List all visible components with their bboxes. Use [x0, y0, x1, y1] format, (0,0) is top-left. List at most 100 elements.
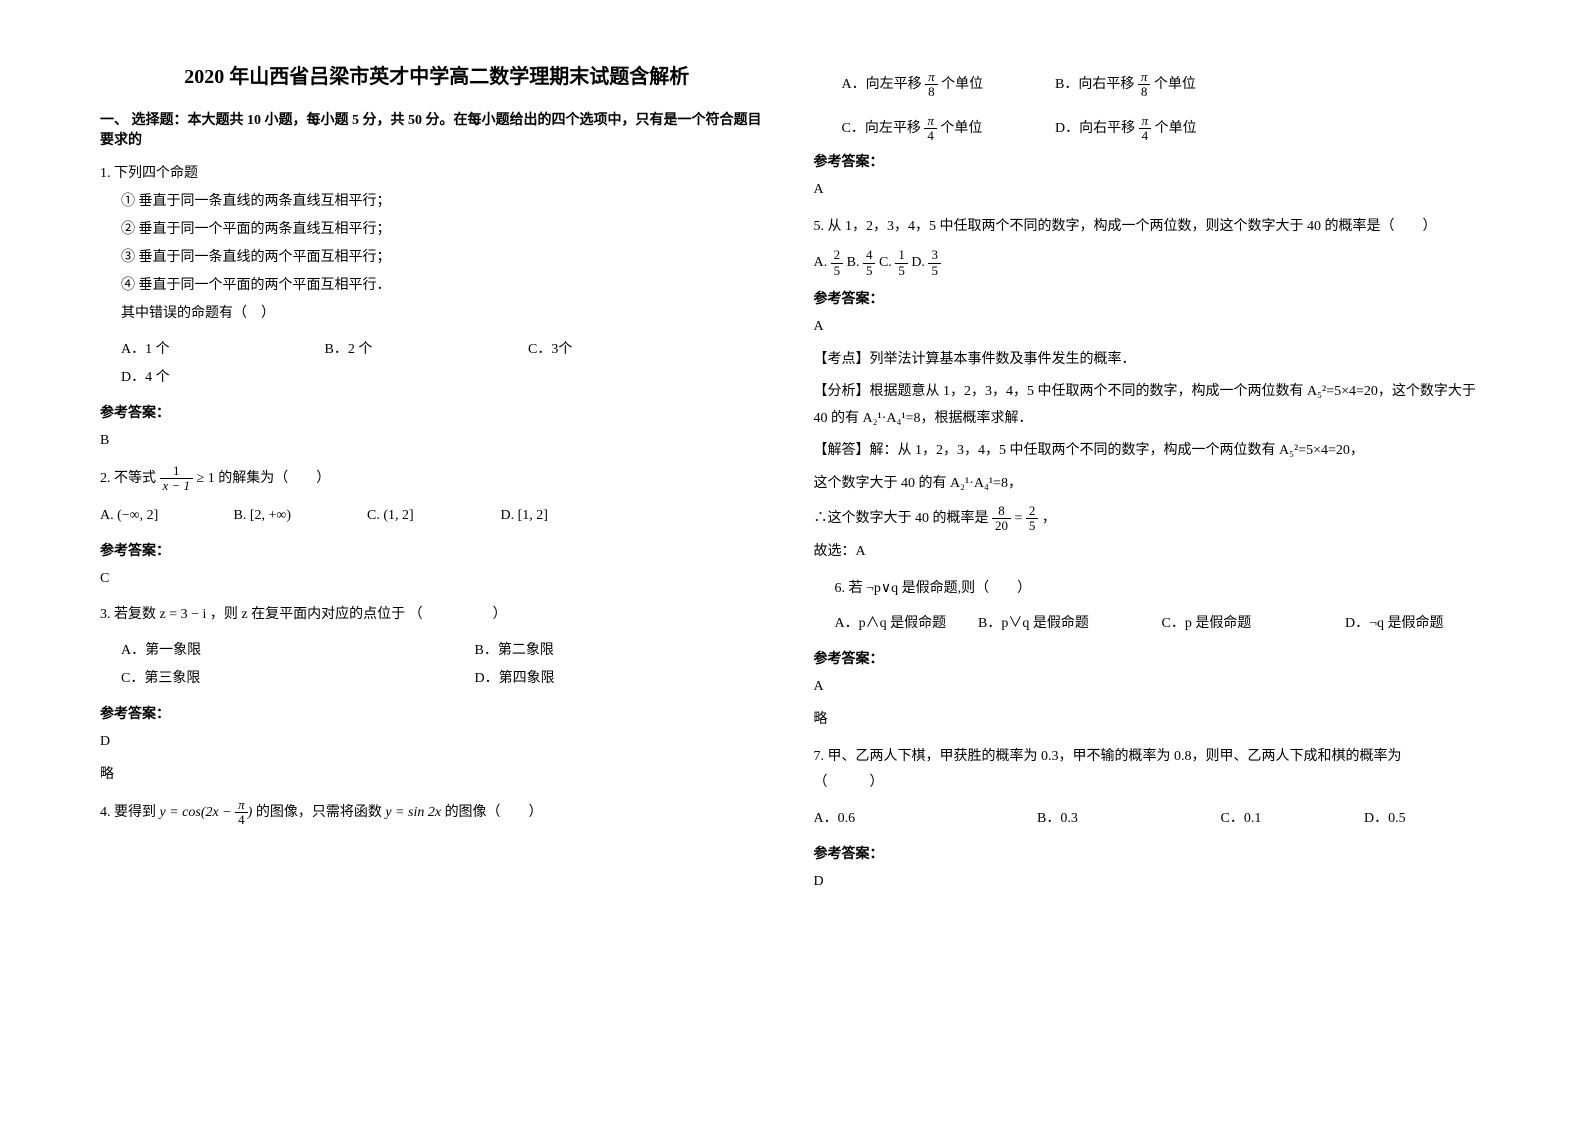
question-3: 3. 若复数 z = 3 − i ，则 z 在复平面内对应的点位于 （ ） A．…	[100, 602, 774, 693]
q2-optB: B. [2, +∞)	[234, 502, 364, 530]
q2-answer: C	[100, 566, 774, 593]
q5-optA-num: 2	[831, 248, 844, 263]
q5-answer-label: 参考答案：	[814, 288, 1488, 308]
q2-options: A. (−∞, 2] B. [2, +∞) C. (1, 2] D. [1, 2…	[100, 502, 774, 530]
q5-optB-den: 5	[863, 264, 876, 278]
q3-optA: A．第一象限	[121, 637, 471, 665]
q5-jieda3-post: ，	[1042, 511, 1056, 526]
q4-frac: π4	[235, 798, 248, 828]
q4-optA-frac: π8	[925, 70, 938, 100]
q7-answer: D	[814, 869, 1488, 896]
q4-optB-den: 8	[1138, 85, 1151, 99]
q5-jieda2-expr: A₂¹·A₄¹	[950, 476, 993, 491]
q2-optD: D. [1, 2]	[501, 502, 548, 530]
q4-optD-num: π	[1139, 114, 1152, 129]
q1-answer: B	[100, 428, 774, 455]
q7-optA: A．0.6	[814, 805, 1034, 833]
q4-stem-mid: 的图像，只需将函数	[256, 805, 386, 820]
q2-optA: A. (−∞, 2]	[100, 502, 230, 530]
q2-frac-den: x − 1	[160, 479, 194, 493]
q5-jieda3-den: 20	[992, 519, 1011, 533]
q6-note: 略	[814, 707, 1488, 734]
q4-answer: A	[814, 177, 1488, 204]
question-6: 6. 若 ¬p∨q 是假命题,则（ ） A．p∧q 是假命题 B．p∨q 是假命…	[835, 576, 1488, 639]
q5-optA-den: 5	[831, 264, 844, 278]
q1-optA: A．1 个	[121, 336, 321, 364]
q5-jieda3-num: 8	[992, 504, 1011, 519]
q1-options: A．1 个 B．2 个 C．3个 D．4 个	[121, 336, 774, 392]
q4-frac-num: π	[235, 798, 248, 813]
q1-optD: D．4 个	[121, 364, 321, 392]
q4-optC-den: 4	[924, 129, 937, 143]
q4-optA-num: π	[925, 70, 938, 85]
q3-optC: C．第三象限	[121, 665, 471, 693]
q4-optC-frac: π4	[924, 114, 937, 144]
page-title: 2020 年山西省吕梁市英才中学高二数学理期末试题含解析	[100, 60, 774, 89]
q5-fenxi-expr2: A₂¹·A₄¹	[863, 411, 906, 426]
q6-optA: A．p∧q 是假命题	[835, 610, 975, 638]
q4-formula: y = cos(2x −	[160, 805, 236, 820]
q5-optB-frac: 45	[863, 248, 876, 278]
q4-optA-post: 个单位	[941, 77, 983, 92]
q5-fenxi: 【分析】根据题意从 1，2，3，4，5 中任取两个不同的数字，构成一个两位数有 …	[814, 379, 1488, 432]
question-4-stem: 4. 要得到 y = cos(2x − π4) 的图像，只需将函数 y = si…	[100, 798, 774, 828]
q3-optB: B．第二象限	[475, 643, 554, 658]
q5-optB-pre: B.	[847, 255, 863, 270]
q6-optC: C．p 是假命题	[1162, 610, 1342, 638]
question-7: 7. 甲、乙两人下棋，甲获胜的概率为 0.3，甲不输的概率为 0.8，则甲、乙两…	[814, 744, 1488, 833]
q4-frac-den: 4	[235, 813, 248, 827]
q5-jieda3: ∴这个数字大于 40 的概率是 820 = 25 ，	[814, 504, 1488, 534]
q2-frac-num: 1	[160, 464, 194, 479]
q5-optD-frac: 35	[928, 248, 941, 278]
q5-stem: 5. 从 1，2，3，4，5 中任取两个不同的数字，构成一个两位数，则这个数字大…	[814, 214, 1488, 241]
q6-optB: B．p∨q 是假命题	[978, 610, 1158, 638]
q1-stem: 1. 下列四个命题	[100, 161, 774, 188]
q5-jieda4: 故选：A	[814, 539, 1488, 566]
q5-options: A. 25 B. 45 C. 15 D. 35	[814, 248, 1488, 278]
q5-jieda3-den2: 5	[1026, 519, 1039, 533]
q5-jieda3-num2: 2	[1026, 504, 1039, 519]
q4-optD-post: 个单位	[1155, 121, 1197, 136]
q5-optD-pre: D.	[911, 255, 928, 270]
q5-optC-num: 1	[895, 248, 908, 263]
q4-stem-pre: 4. 要得到	[100, 805, 160, 820]
q4-optD-den: 4	[1139, 129, 1152, 143]
q4-answer-label: 参考答案：	[814, 151, 1488, 171]
q4-optB-num: π	[1138, 70, 1151, 85]
q1-answer-label: 参考答案：	[100, 402, 774, 422]
q1-prompt: 其中错误的命题有（ ）	[121, 300, 774, 328]
q2-stem-pre: 2. 不等式	[100, 471, 160, 486]
q4-optB-frac: π8	[1138, 70, 1151, 100]
q5-jieda3-pre: ∴这个数字大于 40 的概率是	[814, 511, 993, 526]
question-2: 2. 不等式 1 x − 1 ≥ 1 的解集为（ ） A. (−∞, 2] B.…	[100, 464, 774, 530]
q5-optD-num: 3	[928, 248, 941, 263]
q5-optB-num: 4	[863, 248, 876, 263]
q5-jieda2-pre: 这个数字大于 40 的有	[814, 476, 951, 491]
q4-optC-num: π	[924, 114, 937, 129]
q1-item1: ① 垂直于同一条直线的两条直线互相平行；	[121, 188, 774, 216]
q5-jieda2-post: =8，	[993, 476, 1022, 491]
q6-answer: A	[814, 674, 1488, 701]
q5-jieda2: 这个数字大于 40 的有 A₂¹·A₄¹=8，	[814, 471, 1488, 498]
q6-answer-label: 参考答案：	[814, 648, 1488, 668]
q5-answer: A	[814, 314, 1488, 341]
q7-stem: 7. 甲、乙两人下棋，甲获胜的概率为 0.3，甲不输的概率为 0.8，则甲、乙两…	[814, 744, 1488, 797]
q4-optB-post: 个单位	[1154, 77, 1196, 92]
q3-answer: D	[100, 729, 774, 756]
q5-optC-frac: 15	[895, 248, 908, 278]
q4-optA-pre: A．向左平移	[842, 77, 926, 92]
q1-item3: ③ 垂直于同一条直线的两个平面互相平行；	[121, 244, 774, 272]
q4-optC-pre: C．向左平移	[842, 121, 925, 136]
q6-optD: D．¬q 是假命题	[1345, 616, 1444, 631]
q4-options: A．向左平移 π8 个单位 B．向右平移 π8 个单位 C．向左平移 π4 个单…	[842, 70, 1488, 143]
q3-stem: 3. 若复数 z = 3 − i ，则 z 在复平面内对应的点位于 （ ）	[100, 602, 774, 629]
q4-optD-pre: D．向右平移	[1055, 121, 1139, 136]
q4-formula2: y = sin 2x	[385, 805, 441, 820]
q3-options: A．第一象限 B．第二象限 C．第三象限 D．第四象限	[121, 637, 774, 693]
q5-fenxi-expr: A₅²	[1307, 384, 1326, 399]
q5-jieda-pre: 【解答】解：从 1，2，3，4，5 中任取两个不同的数字，构成一个两位数有	[814, 443, 1280, 458]
q6-options: A．p∧q 是假命题 B．p∨q 是假命题 C．p 是假命题 D．¬q 是假命题	[835, 610, 1488, 638]
q2-answer-label: 参考答案：	[100, 540, 774, 560]
q5-jieda3-frac2: 25	[1026, 504, 1039, 534]
q5-optC-den: 5	[895, 264, 908, 278]
